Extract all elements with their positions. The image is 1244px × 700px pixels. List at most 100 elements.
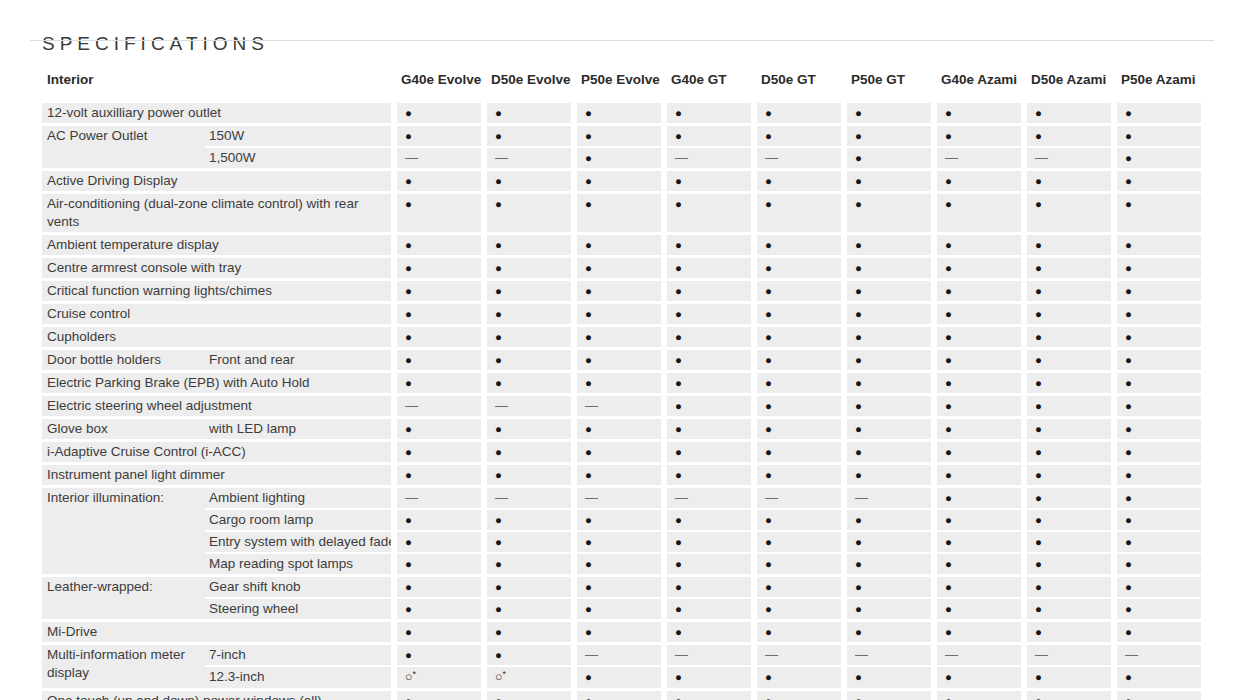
optional-circle-icon: ○* xyxy=(391,665,481,688)
feature-label: Multi-information meter display xyxy=(42,642,205,688)
standard-dot-icon: ● xyxy=(661,530,751,552)
standard-dot-icon: ● xyxy=(1111,508,1201,530)
standard-dot-icon: ● xyxy=(481,619,571,642)
standard-dot-icon: ● xyxy=(481,103,571,123)
not-available-dash-icon: — xyxy=(841,642,931,665)
standard-dot-icon: ● xyxy=(751,123,841,146)
standard-dot-icon: ● xyxy=(391,232,481,255)
standard-dot-icon: ● xyxy=(661,416,751,439)
standard-dot-icon: ● xyxy=(751,552,841,574)
standard-dot-icon: ● xyxy=(1111,347,1201,370)
standard-dot-icon: ● xyxy=(571,191,661,232)
standard-dot-icon: ● xyxy=(841,347,931,370)
feature-label: Active Driving Display xyxy=(42,168,391,191)
standard-dot-icon: ● xyxy=(571,278,661,301)
standard-dot-icon: ● xyxy=(931,370,1021,393)
spec-table-body: 12-volt auxilliary power outlet●●●●●●●●●… xyxy=(42,103,1201,700)
feature-variant-label: Entry system with delayed fade xyxy=(205,530,391,552)
standard-dot-icon: ● xyxy=(1021,619,1111,642)
standard-dot-icon: ● xyxy=(1021,552,1111,574)
column-header-model: D50e Evolve xyxy=(481,55,571,103)
standard-dot-icon: ● xyxy=(1021,324,1111,347)
table-row: Ambient temperature display●●●●●●●●● xyxy=(42,232,1201,255)
standard-dot-icon: ● xyxy=(571,301,661,324)
not-available-dash-icon: — xyxy=(481,393,571,416)
table-row: Multi-information meter display7-inch●●—… xyxy=(42,642,1201,665)
standard-dot-icon: ● xyxy=(751,574,841,597)
table-row: Critical function warning lights/chimes●… xyxy=(42,278,1201,301)
standard-dot-icon: ● xyxy=(1021,232,1111,255)
standard-dot-icon: ● xyxy=(661,103,751,123)
table-row: Cruise control●●●●●●●●● xyxy=(42,301,1201,324)
standard-dot-icon: ● xyxy=(841,103,931,123)
standard-dot-icon: ● xyxy=(391,619,481,642)
standard-dot-icon: ● xyxy=(931,347,1021,370)
standard-dot-icon: ● xyxy=(931,508,1021,530)
standard-dot-icon: ● xyxy=(931,530,1021,552)
standard-dot-icon: ● xyxy=(661,597,751,619)
page-title: SPECIFICATIONS xyxy=(42,33,1201,55)
standard-dot-icon: ● xyxy=(841,168,931,191)
standard-dot-icon: ● xyxy=(841,301,931,324)
not-available-dash-icon: — xyxy=(931,146,1021,168)
standard-dot-icon: ● xyxy=(571,123,661,146)
standard-dot-icon: ● xyxy=(1021,103,1111,123)
standard-dot-icon: ● xyxy=(751,232,841,255)
standard-dot-icon: ● xyxy=(751,255,841,278)
standard-dot-icon: ● xyxy=(751,278,841,301)
standard-dot-icon: ● xyxy=(1021,485,1111,508)
standard-dot-icon: ● xyxy=(481,439,571,462)
not-available-dash-icon: — xyxy=(1111,642,1201,665)
not-available-dash-icon: — xyxy=(391,485,481,508)
not-available-dash-icon: — xyxy=(841,485,931,508)
standard-dot-icon: ● xyxy=(481,530,571,552)
standard-dot-icon: ● xyxy=(391,168,481,191)
standard-dot-icon: ● xyxy=(661,168,751,191)
standard-dot-icon: ● xyxy=(1021,123,1111,146)
standard-dot-icon: ● xyxy=(931,574,1021,597)
standard-dot-icon: ● xyxy=(1021,347,1111,370)
standard-dot-icon: ● xyxy=(751,416,841,439)
standard-dot-icon: ● xyxy=(1111,278,1201,301)
standard-dot-icon: ● xyxy=(931,688,1021,700)
standard-dot-icon: ● xyxy=(751,439,841,462)
standard-dot-icon: ● xyxy=(571,530,661,552)
standard-dot-icon: ● xyxy=(481,462,571,485)
table-row: Interior illumination:Ambient lighting——… xyxy=(42,485,1201,508)
feature-variant-label: 7-inch xyxy=(205,642,391,665)
not-available-dash-icon: — xyxy=(481,146,571,168)
standard-dot-icon: ● xyxy=(391,278,481,301)
standard-dot-icon: ● xyxy=(661,278,751,301)
standard-dot-icon: ● xyxy=(1021,301,1111,324)
column-header-model: G40e Azami xyxy=(931,55,1021,103)
standard-dot-icon: ● xyxy=(391,597,481,619)
standard-dot-icon: ● xyxy=(931,255,1021,278)
standard-dot-icon: ● xyxy=(751,370,841,393)
standard-dot-icon: ● xyxy=(571,552,661,574)
standard-dot-icon: ● xyxy=(1111,123,1201,146)
not-available-dash-icon: — xyxy=(571,485,661,508)
not-available-dash-icon: — xyxy=(391,146,481,168)
feature-label: AC Power Outlet xyxy=(42,123,205,168)
standard-dot-icon: ● xyxy=(841,324,931,347)
standard-dot-icon: ● xyxy=(391,552,481,574)
column-header-model: D50e Azami xyxy=(1021,55,1111,103)
not-available-dash-icon: — xyxy=(661,642,751,665)
standard-dot-icon: ● xyxy=(751,619,841,642)
standard-dot-icon: ● xyxy=(751,393,841,416)
standard-dot-icon: ● xyxy=(931,597,1021,619)
standard-dot-icon: ● xyxy=(481,688,571,700)
column-header-model: P50e GT xyxy=(841,55,931,103)
column-header-model: G40e Evolve xyxy=(391,55,481,103)
not-available-dash-icon: — xyxy=(481,485,571,508)
feature-label: Cupholders xyxy=(42,324,391,347)
standard-dot-icon: ● xyxy=(391,462,481,485)
standard-dot-icon: ● xyxy=(1111,370,1201,393)
standard-dot-icon: ● xyxy=(391,642,481,665)
column-header-model: G40e GT xyxy=(661,55,751,103)
standard-dot-icon: ● xyxy=(571,168,661,191)
standard-dot-icon: ● xyxy=(841,146,931,168)
standard-dot-icon: ● xyxy=(751,191,841,232)
standard-dot-icon: ● xyxy=(661,688,751,700)
standard-dot-icon: ● xyxy=(661,255,751,278)
